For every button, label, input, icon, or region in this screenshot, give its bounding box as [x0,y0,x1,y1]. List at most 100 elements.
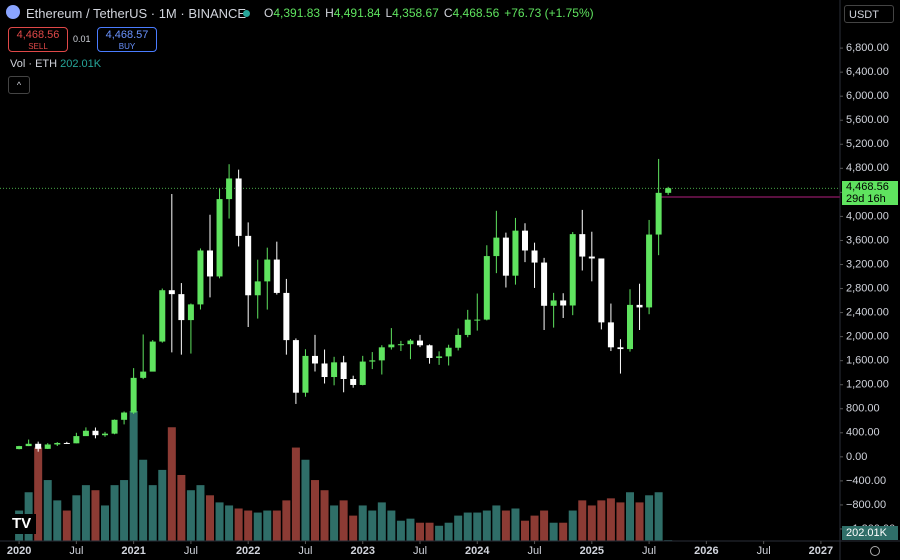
y-tick-label: 4,800.00 [846,162,889,174]
volume-bar [339,500,348,541]
candle-body [455,334,462,348]
volume-bar [501,510,510,541]
y-tick-label: 4,000.00 [846,210,889,222]
volume-bar [244,510,253,541]
candle-body [369,360,376,362]
status-dot [243,10,250,17]
volume-bar [482,510,491,541]
x-tick-label: 2026 [694,545,718,557]
ohlc-key: L [385,6,393,20]
candle-body [627,304,633,350]
candle-body [111,419,118,434]
candle-body [197,250,204,305]
volume-bar [167,427,176,541]
candle-body [607,322,614,348]
volume-bar [263,510,272,541]
price-tag: 4,468.56 29d 16h [842,181,898,205]
x-tick-label: 2020 [7,545,31,557]
volume-bar [387,510,396,541]
candle-body [149,341,156,372]
candle-body [331,362,338,378]
y-tick-label: 5,600.00 [846,114,889,126]
candle-body [493,237,500,257]
candle-body [560,300,567,306]
candle-body [426,345,433,358]
y-tick-label: 1,200.00 [846,379,889,391]
candle-body [579,234,586,257]
volume-bar [578,500,587,541]
candle-body [302,355,309,393]
buy-button[interactable]: 4,468.57 BUY [97,27,157,52]
candle-body [159,290,166,342]
candle-body [397,344,404,346]
volume-bar [34,447,43,541]
volume-bar [196,485,205,541]
candle-body [598,258,605,323]
volume-bar [540,510,549,541]
y-tick-label: 6,800.00 [846,42,889,54]
volume-bar [549,522,558,541]
sell-button[interactable]: 4,468.56 SELL [8,27,68,52]
y-tick-label: 800.00 [846,403,880,415]
ohlc: O4,391.83 H4,491.84 L4,358.67 C4,468.56 +76.… [264,6,594,20]
candle-body [121,412,128,420]
volume-bar [81,485,90,541]
volume-bar [158,469,167,541]
ohlc-key: H [325,6,334,20]
volume-bar [444,522,453,541]
volume-bar [626,492,634,541]
volume-bar [349,515,358,541]
ohlc-value: 4,468.56 [452,6,500,20]
candle-body [378,347,385,361]
volume-bar [177,474,186,541]
y-tick-label: 5,200.00 [846,138,889,150]
x-tick-label: Jul [528,545,542,557]
candle-body [502,237,509,276]
candle-body [665,188,672,193]
candle-body [522,230,528,251]
candle-body [550,300,557,306]
candle-body [617,347,624,350]
price-tag-value: 4,468.56 [846,181,889,193]
volume-title: Vol · ETH [10,58,58,70]
ohlc-key: C [443,6,453,20]
buy-price: 4,468.57 [105,29,149,41]
candle-body [140,371,147,378]
candle-body [417,340,423,346]
volume-bar [215,502,224,541]
candle-body [187,304,194,321]
currency-select[interactable]: USDT [844,5,894,23]
candle-body [531,250,538,263]
volume-bar [597,500,606,541]
volume-label: Vol · ETH 202.01K [10,58,101,70]
volume-bar [301,459,310,541]
volume-bar [129,411,138,541]
y-tick-label: 3,600.00 [846,234,889,246]
y-tick-label: 400.00 [846,427,880,439]
volume-bar [473,512,482,541]
candle-body [73,436,80,444]
x-tick-label: 2022 [236,545,260,557]
x-tick-label: 2023 [350,545,374,557]
x-tick-label: 2027 [809,545,833,557]
candle-body [636,304,643,308]
candle-body [63,442,70,444]
y-tick-label: 6,400.00 [846,66,889,78]
collapse-button[interactable]: ^ [8,76,30,94]
candle-body [292,340,299,393]
volume-bar [635,502,644,541]
y-tick-label: 0.00 [846,451,867,463]
settings-icon[interactable] [870,546,880,556]
sell-label: SELL [28,42,48,51]
volume-bar [654,492,663,541]
symbol[interactable]: Ethereum / TetherUS · 1M · BINANCE [26,6,247,21]
candle-body [512,230,519,276]
buy-label: BUY [118,42,136,51]
volume-bar [454,515,463,541]
volume-bar [463,512,472,541]
x-tick-label: Jul [413,545,427,557]
x-tick-label: Jul [69,545,83,557]
candle-body [321,363,328,378]
volume-bar [311,480,319,541]
